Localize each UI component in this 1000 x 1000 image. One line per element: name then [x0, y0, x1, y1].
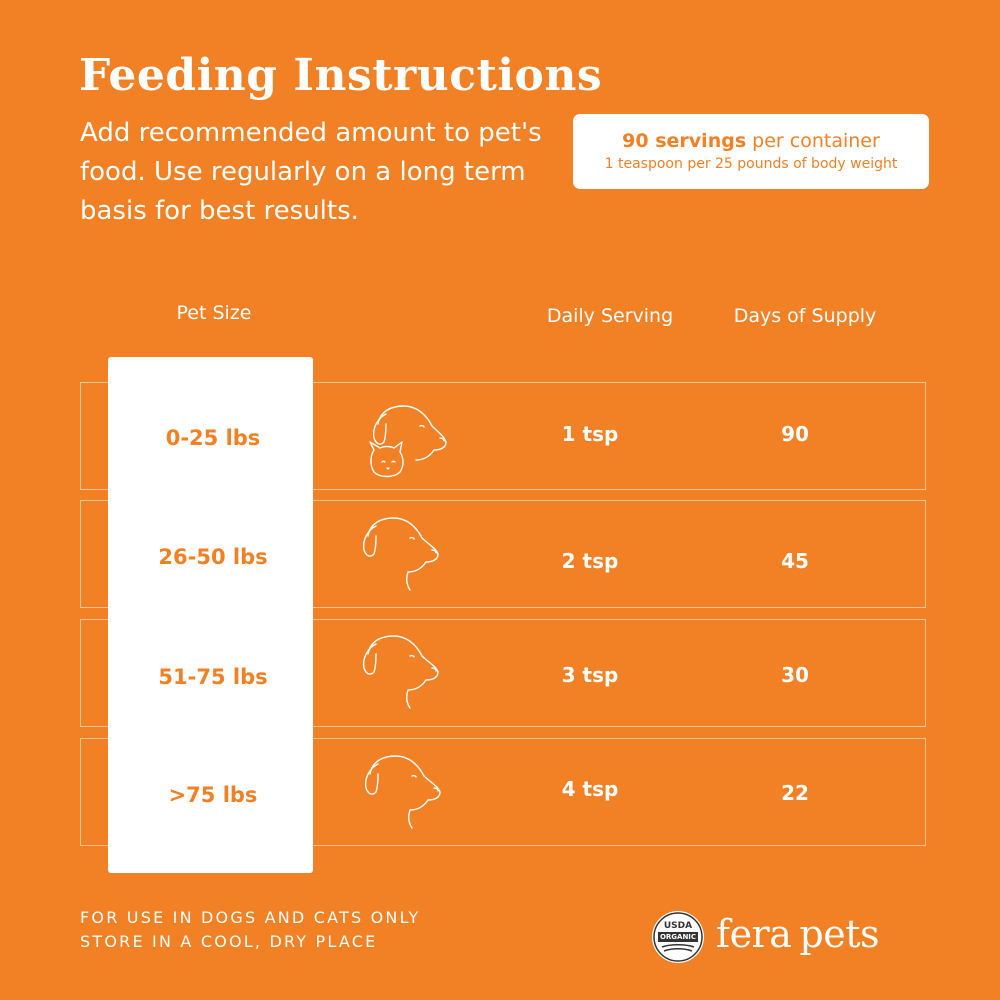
page-subtitle: Add recommended amount to pet's food. Us… — [80, 118, 542, 226]
servings-count: 90 servings — [622, 130, 747, 152]
dog-and-cat-icon — [360, 402, 452, 482]
days-of-supply-value: 90 — [781, 422, 809, 446]
pet-size-value: 51-75 lbs — [158, 665, 268, 689]
header-pet-size: Pet Size — [176, 302, 252, 324]
table-row — [80, 500, 926, 608]
servings-count-line: 90 servings per container — [573, 129, 929, 153]
pet-size-column-highlight — [108, 357, 313, 873]
days-of-supply-value: 22 — [781, 781, 809, 805]
servings-info-box: 90 servings per container 1 teaspoon per… — [573, 114, 929, 189]
brand-logo-part-2: pets — [799, 912, 879, 956]
pet-size-value: >75 lbs — [168, 783, 258, 807]
usda-organic-seal: USDA ORGANIC — [652, 911, 704, 963]
brand-logo: fera pets — [716, 912, 879, 956]
table-row — [80, 382, 926, 490]
daily-serving-value: 4 tsp — [561, 777, 619, 801]
header-days-of-supply: Days of Supply — [733, 305, 877, 327]
dog-head-icon — [360, 514, 444, 592]
servings-count-suffix: per container — [746, 130, 880, 152]
pet-size-value: 26-50 lbs — [158, 545, 268, 569]
usda-seal-top-text: USDA — [663, 921, 693, 931]
brand-logo-part-1: fera — [716, 912, 792, 956]
daily-serving-value: 2 tsp — [561, 549, 619, 573]
daily-serving-value: 3 tsp — [561, 663, 619, 687]
usda-seal-graphic — [653, 912, 703, 962]
servings-detail: 1 teaspoon per 25 pounds of body weight — [604, 156, 898, 172]
dog-head-icon — [360, 632, 444, 710]
days-of-supply-value: 30 — [781, 663, 809, 687]
days-of-supply-value: 45 — [781, 549, 809, 573]
footer-note-line-2: STORE IN A COOL, DRY PLACE — [80, 932, 378, 951]
pet-size-value: 0-25 lbs — [165, 426, 261, 450]
usda-seal-band-text: ORGANIC — [659, 933, 697, 941]
dog-head-icon — [362, 752, 446, 830]
table-row — [80, 738, 926, 846]
page-title: Feeding Instructions — [79, 50, 603, 101]
daily-serving-value: 1 tsp — [561, 422, 619, 446]
header-daily-serving: Daily Serving — [546, 305, 674, 327]
table-row — [80, 619, 926, 727]
footer-note: FOR USE IN DOGS AND CATS ONLY STORE IN A… — [80, 906, 421, 954]
footer-note-line-1: FOR USE IN DOGS AND CATS ONLY — [80, 908, 421, 927]
